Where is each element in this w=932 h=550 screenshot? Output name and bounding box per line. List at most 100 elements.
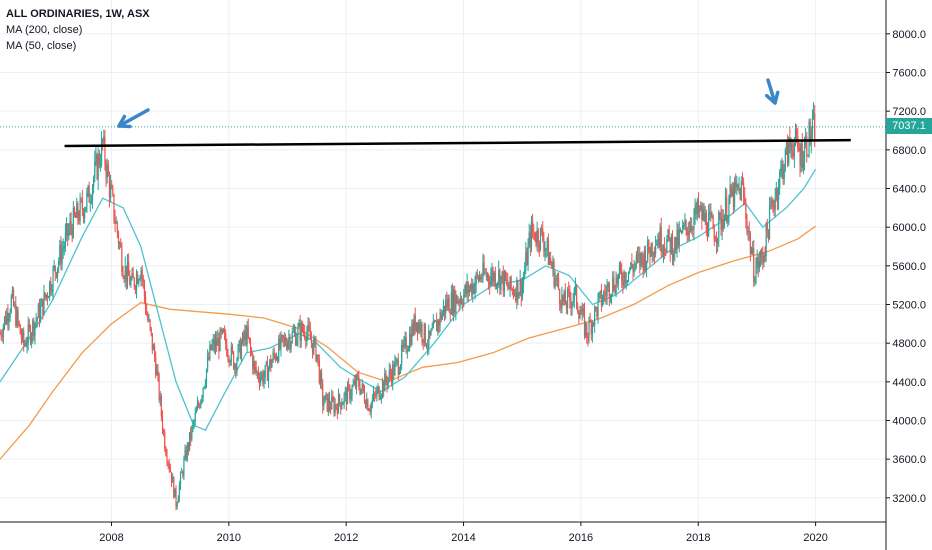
candle-body <box>363 391 366 402</box>
candle-body <box>246 326 248 345</box>
candle-body <box>793 143 795 157</box>
candle-body <box>401 344 403 365</box>
candle-body <box>165 449 167 456</box>
candle-body <box>791 144 793 151</box>
candle-body <box>553 261 555 287</box>
candle-body <box>296 338 298 346</box>
candle-body <box>676 228 678 251</box>
candle-body <box>785 142 788 150</box>
candle-body <box>732 187 735 207</box>
candle-body <box>577 306 579 313</box>
candle-body <box>140 270 142 279</box>
candle-body <box>383 381 385 392</box>
candle-body <box>500 276 502 290</box>
candle-body <box>146 311 148 316</box>
candle-body <box>607 283 609 288</box>
candle-body <box>775 188 777 198</box>
candle-body <box>90 200 92 202</box>
candle-body <box>26 343 28 347</box>
candle-body <box>617 273 619 284</box>
candle-body <box>622 281 624 286</box>
candle-body <box>573 288 575 300</box>
candle-body <box>304 331 306 338</box>
candle-body <box>87 185 89 193</box>
candles-layer <box>0 102 816 511</box>
candle-body <box>535 240 537 244</box>
candle-body <box>163 430 165 433</box>
candle-body <box>649 251 651 257</box>
candle-body <box>747 231 749 233</box>
candle-body <box>99 164 102 166</box>
candle-body <box>495 284 498 287</box>
candle-body <box>204 383 206 387</box>
ma50-line <box>0 168 817 432</box>
candle-body <box>745 202 747 219</box>
x-tick-label: 2016 <box>569 532 593 544</box>
candle-body <box>746 218 748 233</box>
candle-body <box>6 312 8 324</box>
candle-body <box>570 300 572 308</box>
candle-body <box>652 253 654 256</box>
candle-body <box>102 139 104 143</box>
candle-body <box>477 275 480 281</box>
candle-body <box>152 346 155 351</box>
candle-body <box>237 345 239 361</box>
candle-body <box>371 399 373 404</box>
candle-body <box>723 215 726 229</box>
candle-body <box>0 333 2 337</box>
candle-body <box>280 335 282 349</box>
candle-body <box>125 265 127 282</box>
candle-body <box>72 207 74 238</box>
candle-body <box>339 394 341 403</box>
candle-body <box>777 188 780 201</box>
candle-body <box>693 216 695 231</box>
candle-body <box>381 381 384 395</box>
candle-body <box>670 236 672 254</box>
candle-body <box>42 299 44 315</box>
candle-body <box>309 329 311 340</box>
candle-body <box>73 207 76 216</box>
candle-body <box>604 292 606 295</box>
candle-body <box>660 226 662 252</box>
candle-body <box>664 246 666 251</box>
candle-body <box>411 324 413 345</box>
candle-body <box>36 317 38 321</box>
left-peak-arrow-icon <box>117 108 150 129</box>
candle-body <box>512 289 515 295</box>
candle-body <box>457 301 459 304</box>
candle-body <box>86 192 88 208</box>
candle-body <box>387 377 389 386</box>
candle-body <box>448 298 450 313</box>
candle-body <box>758 261 760 269</box>
candle-body <box>255 367 257 373</box>
candle-body <box>451 292 454 314</box>
candle-body <box>251 349 253 355</box>
candle-body <box>797 136 799 148</box>
candle-body <box>328 398 331 407</box>
chart-legend: ALL ORDINARIES, 1W, ASX MA (200, close) … <box>6 6 150 54</box>
candle-body <box>812 113 815 119</box>
candle-body <box>483 262 485 274</box>
candle-body <box>547 239 549 265</box>
candle-body <box>474 284 476 293</box>
candle-body <box>515 293 517 301</box>
candle-body <box>205 369 208 384</box>
candle-body <box>503 271 505 292</box>
candle-body <box>539 227 542 249</box>
candle-body <box>679 230 682 232</box>
y-tick-label: 3200.0 <box>892 493 926 505</box>
candle-body <box>327 398 329 412</box>
candle-body <box>810 134 812 142</box>
candle-body <box>159 395 161 400</box>
candle-body <box>737 183 739 189</box>
candle-body <box>788 137 790 165</box>
candle-body <box>76 203 78 218</box>
candle-body <box>308 324 310 330</box>
candle-body <box>616 277 618 284</box>
candle-body <box>298 323 300 328</box>
candle-body <box>94 161 96 178</box>
y-tick-label: 6400.0 <box>892 184 926 196</box>
candle-body <box>273 352 275 356</box>
candle-body <box>310 339 313 343</box>
